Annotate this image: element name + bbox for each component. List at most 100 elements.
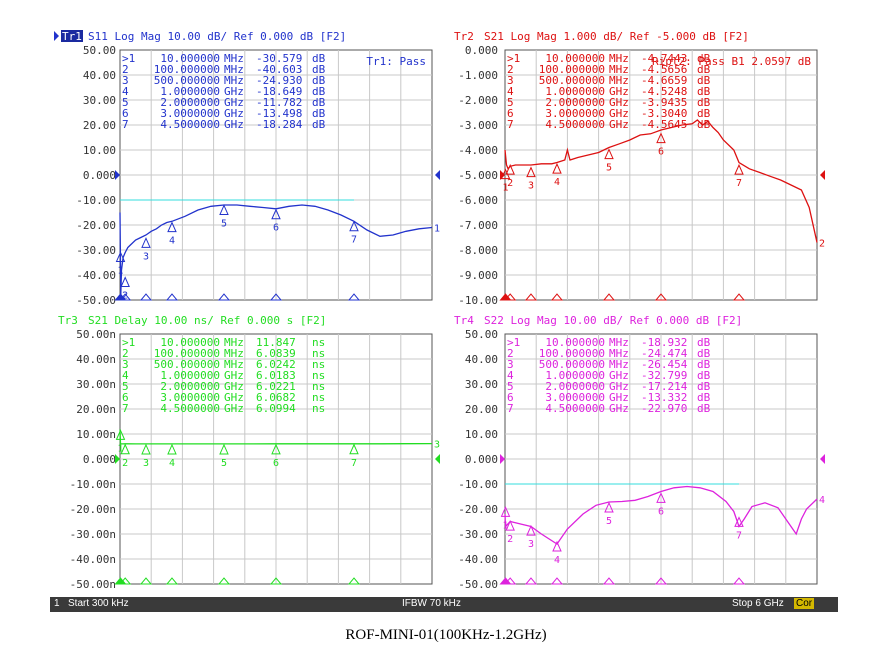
marker-position-icon [524, 293, 538, 301]
marker-position-icon [550, 577, 564, 585]
marker-table-value-unit: ns [312, 402, 325, 415]
y-tick-label: -50.00 [76, 294, 116, 307]
marker-table-frequency: 1.0000000 [545, 369, 605, 382]
marker-triangle-icon [115, 251, 126, 262]
marker-table-value: 6.0682 [256, 391, 296, 404]
y-tick-label: -1.000 [458, 69, 498, 82]
y-tick-label: 40.00 [83, 69, 116, 82]
marker-table-unit: MHz [609, 63, 629, 76]
marker-table-number: 6 [507, 107, 514, 120]
marker-label: 5 [221, 458, 227, 469]
marker-table-number: 6 [507, 391, 514, 404]
marker-position-icon [217, 577, 231, 585]
marker-table-frequency: 4.5000000 [160, 402, 220, 415]
marker-label: 5 [606, 516, 612, 527]
marker-table-value-unit: dB [697, 96, 711, 109]
marker-label: 5 [221, 218, 227, 229]
marker-position-icon [119, 293, 132, 301]
y-tick-label: -30.00n [70, 528, 116, 541]
marker-triangle-icon [271, 208, 281, 220]
marker-label: 2 [507, 534, 513, 545]
y-tick-label: -40.00 [458, 553, 498, 566]
marker-table-number: 3 [122, 74, 129, 87]
reference-left-arrow-icon [500, 170, 505, 180]
reference-left-arrow-icon [500, 454, 505, 464]
correction-badge[interactable]: Cor [794, 598, 815, 609]
active-trace-arrow-icon [54, 31, 59, 41]
marker-position-icon [139, 577, 153, 585]
trace-id-label: Tr3 [58, 314, 78, 327]
marker-table-value-unit: ns [312, 347, 325, 360]
marker-label: 1 [117, 443, 123, 454]
marker-table-value: -3.9435 [641, 96, 687, 109]
marker-table-number: >1 [122, 52, 135, 65]
ifbw-setting[interactable]: IFBW 70 kHz [402, 598, 461, 609]
marker-table-frequency: 3.0000000 [545, 107, 605, 120]
marker-table-value: -18.932 [641, 336, 687, 349]
marker-label: 1 [117, 265, 123, 276]
figure-caption: ROF-MINI-01(100KHz-1.2GHz) [345, 627, 547, 643]
marker-table-number: 2 [507, 347, 514, 360]
marker-position-icon [165, 577, 179, 585]
marker-triangle-icon [219, 443, 229, 455]
marker-position-icon [550, 293, 564, 301]
marker-table-unit: GHz [224, 369, 244, 382]
marker-position-icon [654, 577, 668, 585]
y-tick-label: -50.00n [70, 578, 116, 591]
trace-status-text: Ripl2: Pass B1 2.0597 dB [652, 55, 811, 68]
marker-position-icon [347, 577, 361, 585]
marker-table-number: 3 [122, 358, 129, 371]
marker-position-icon [602, 293, 616, 301]
marker-label: 6 [658, 147, 664, 158]
marker-table-value: 6.0242 [256, 358, 296, 371]
marker-table-value-unit: dB [697, 74, 711, 87]
status-bar: 1 Start 300 kHz IFBW 70 kHz Stop 6 GHz C… [50, 597, 838, 612]
marker-table-number: 3 [507, 358, 514, 371]
y-tick-label: -8.000 [458, 244, 498, 257]
y-tick-label: -6.000 [458, 194, 498, 207]
marker-triangle-icon [734, 163, 744, 175]
marker-table-value-unit: dB [697, 358, 711, 371]
y-tick-label: 10.00 [465, 428, 498, 441]
marker-table-frequency: 2.0000000 [160, 96, 220, 109]
marker-triangle-icon [141, 237, 151, 248]
marker-label: 7 [736, 530, 742, 541]
marker-table-number: 5 [507, 96, 514, 109]
start-frequency[interactable]: Start 300 kHz [68, 598, 129, 609]
marker-label: 4 [554, 555, 560, 566]
marker-label: 7 [736, 178, 742, 189]
marker-triangle-icon [120, 276, 130, 288]
marker-position-icon [139, 293, 153, 301]
trace-panel-tr4: Tr4 S22 Log Mag 10.00 dB/ Ref 0.000 dB [F… [454, 314, 825, 591]
marker-position-icon [504, 293, 517, 301]
stop-frequency[interactable]: Stop 6 GHz [732, 598, 784, 609]
marker-triangle-icon [526, 524, 536, 536]
y-tick-label: 20.00 [83, 119, 116, 132]
marker-position-icon [269, 577, 283, 585]
marker-table-value-unit: dB [697, 85, 711, 98]
marker-table-unit: MHz [609, 347, 629, 360]
marker-table-number: 5 [122, 380, 129, 393]
marker-table-value: -40.603 [256, 63, 302, 76]
marker-triangle-icon [604, 501, 614, 513]
marker-position-icon [217, 293, 231, 301]
reference-right-arrow-icon [820, 454, 825, 464]
marker-label: 4 [554, 177, 560, 188]
marker-table-frequency: 2.0000000 [160, 380, 220, 393]
marker-position-icon [504, 577, 517, 585]
y-tick-label: 10.00n [76, 428, 116, 441]
marker-table-unit: GHz [609, 118, 629, 131]
trace-status-text: Tr1: Pass [366, 55, 426, 68]
marker-position-icon [269, 293, 283, 301]
trace-panel-tr1: Tr1 S11 Log Mag 10.00 dB/ Ref 0.000 dB [F… [54, 30, 440, 307]
y-tick-label: 0.000 [83, 453, 116, 466]
marker-label: 7 [351, 458, 357, 469]
y-tick-label: -5.000 [458, 169, 498, 182]
channel-number[interactable]: 1 [54, 598, 60, 609]
reference-right-arrow-icon [820, 170, 825, 180]
marker-table-unit: GHz [609, 369, 629, 382]
marker-table-value-unit: dB [697, 63, 711, 76]
marker-triangle-icon [656, 492, 666, 503]
marker-table-unit: MHz [224, 52, 244, 65]
marker-position-icon [165, 293, 179, 301]
